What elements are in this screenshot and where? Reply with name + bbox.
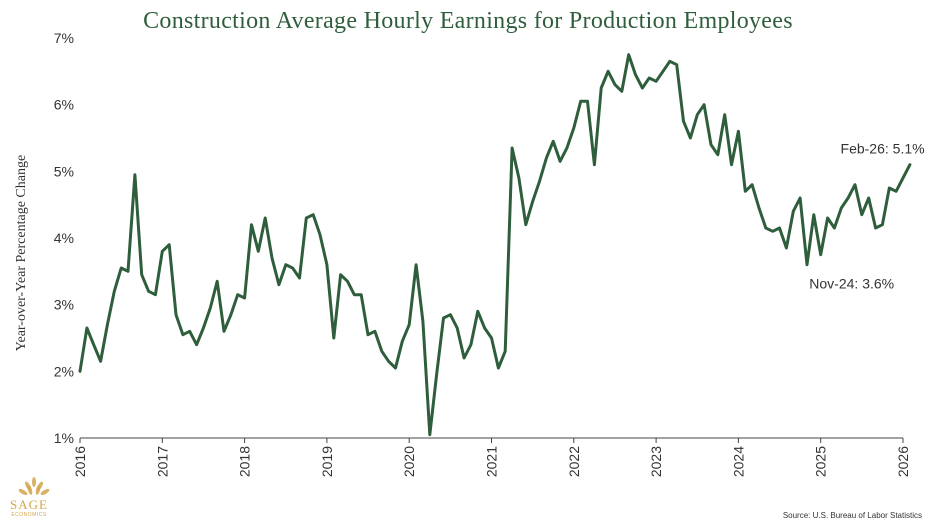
annotation-nov-24: Nov-24: 3.6% — [809, 276, 894, 292]
x-tick-label: 2022 — [566, 446, 582, 477]
y-tick-label: 6% — [54, 97, 74, 113]
x-tick-label: 2026 — [895, 446, 911, 477]
x-tick-label: 2023 — [648, 446, 664, 477]
x-tick-label: 2018 — [237, 446, 253, 477]
y-tick-label: 3% — [54, 297, 74, 313]
x-tick-label: 2024 — [730, 446, 746, 477]
sage-leaf-logo-icon — [18, 477, 50, 496]
annotation-feb-26: Feb-26: 5.1% — [841, 141, 925, 157]
x-tick-label: 2020 — [401, 446, 417, 477]
chart-title: Construction Average Hourly Earnings for… — [143, 8, 793, 34]
x-tick-label: 2016 — [72, 446, 88, 477]
y-tick-label: 7% — [54, 30, 74, 46]
y-tick-label: 1% — [54, 430, 74, 446]
x-tick-label: 2025 — [813, 446, 829, 477]
y-tick-label: 4% — [54, 230, 74, 246]
x-tick-label: 2017 — [154, 446, 170, 477]
logo-wordmark: SAGE — [10, 497, 48, 512]
x-tick-label: 2021 — [484, 446, 500, 477]
x-tick-label: 2019 — [319, 446, 335, 477]
y-tick-label: 5% — [54, 163, 74, 179]
y-tick-label: 2% — [54, 363, 74, 379]
logo-subtitle: ECONOMICS — [11, 512, 47, 518]
series-line — [78, 53, 912, 437]
source-note: Source: U.S. Bureau of Labor Statistics — [782, 511, 922, 520]
